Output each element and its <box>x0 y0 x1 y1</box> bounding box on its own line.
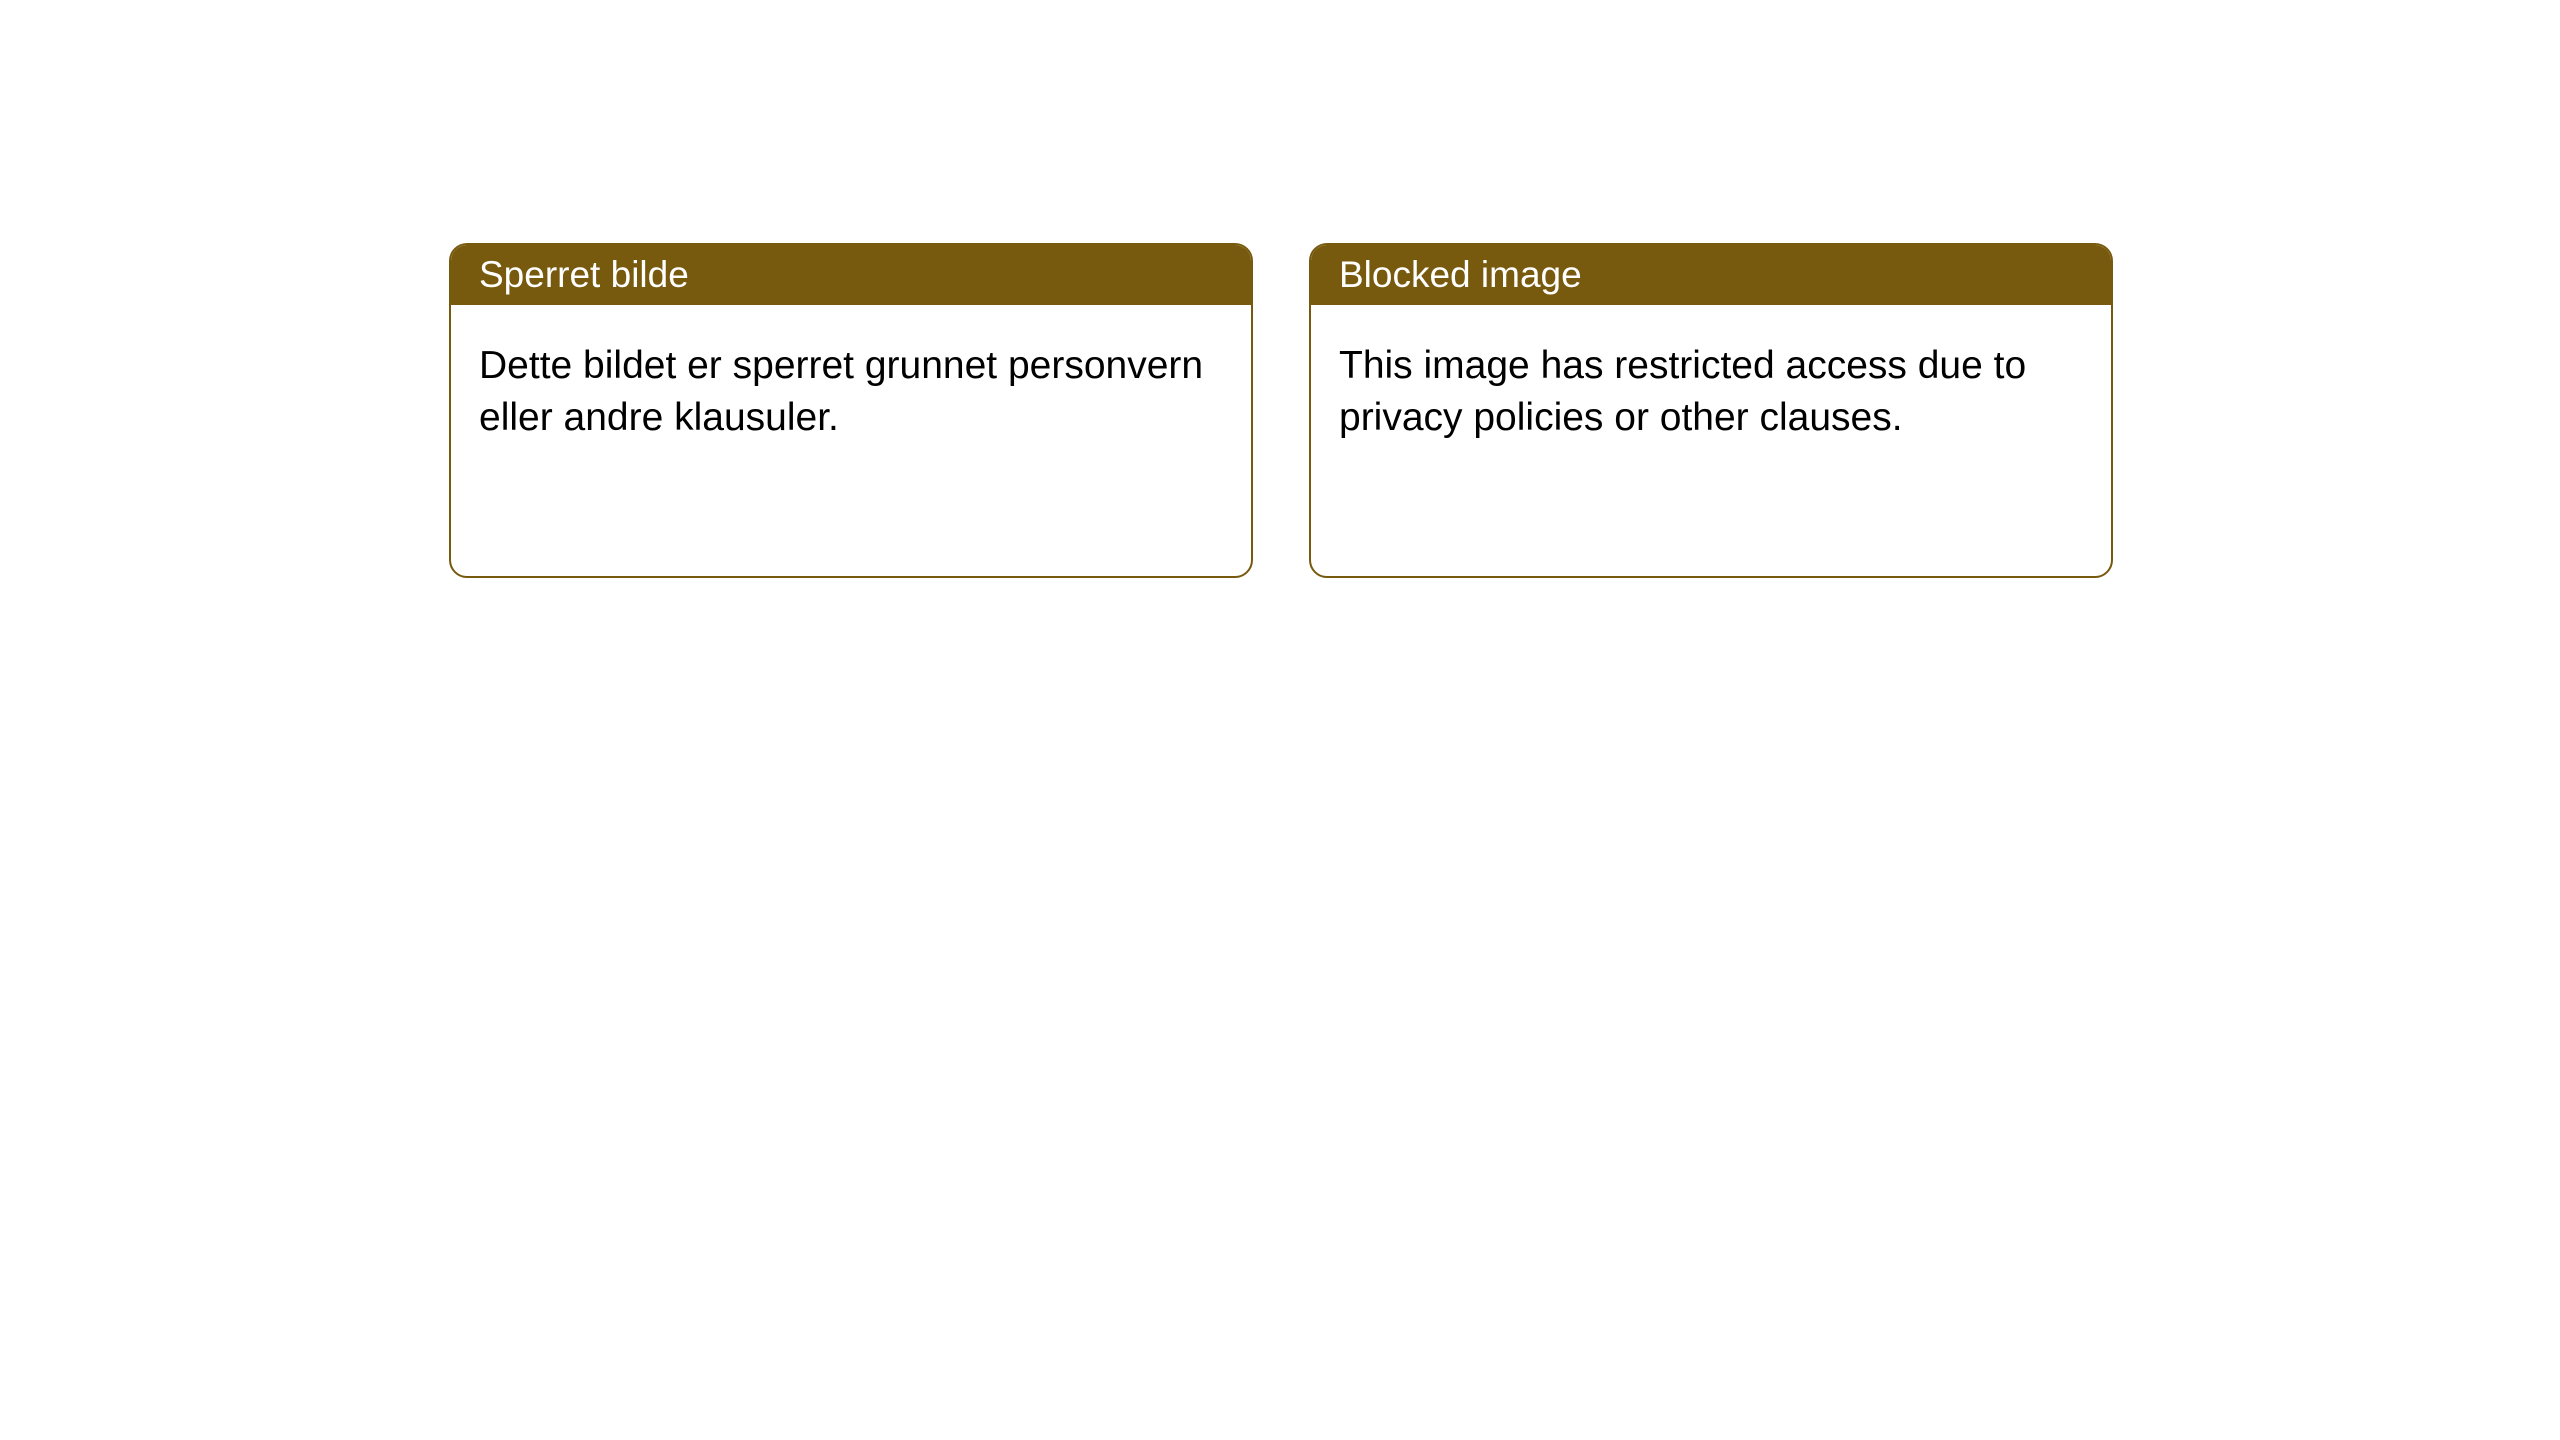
card-body: This image has restricted access due to … <box>1311 305 2111 479</box>
cards-container: Sperret bilde Dette bildet er sperret gr… <box>0 0 2560 578</box>
card-header: Sperret bilde <box>451 245 1251 305</box>
card-header: Blocked image <box>1311 245 2111 305</box>
card-body: Dette bildet er sperret grunnet personve… <box>451 305 1251 479</box>
blocked-image-card-norwegian: Sperret bilde Dette bildet er sperret gr… <box>449 243 1253 578</box>
blocked-image-card-english: Blocked image This image has restricted … <box>1309 243 2113 578</box>
